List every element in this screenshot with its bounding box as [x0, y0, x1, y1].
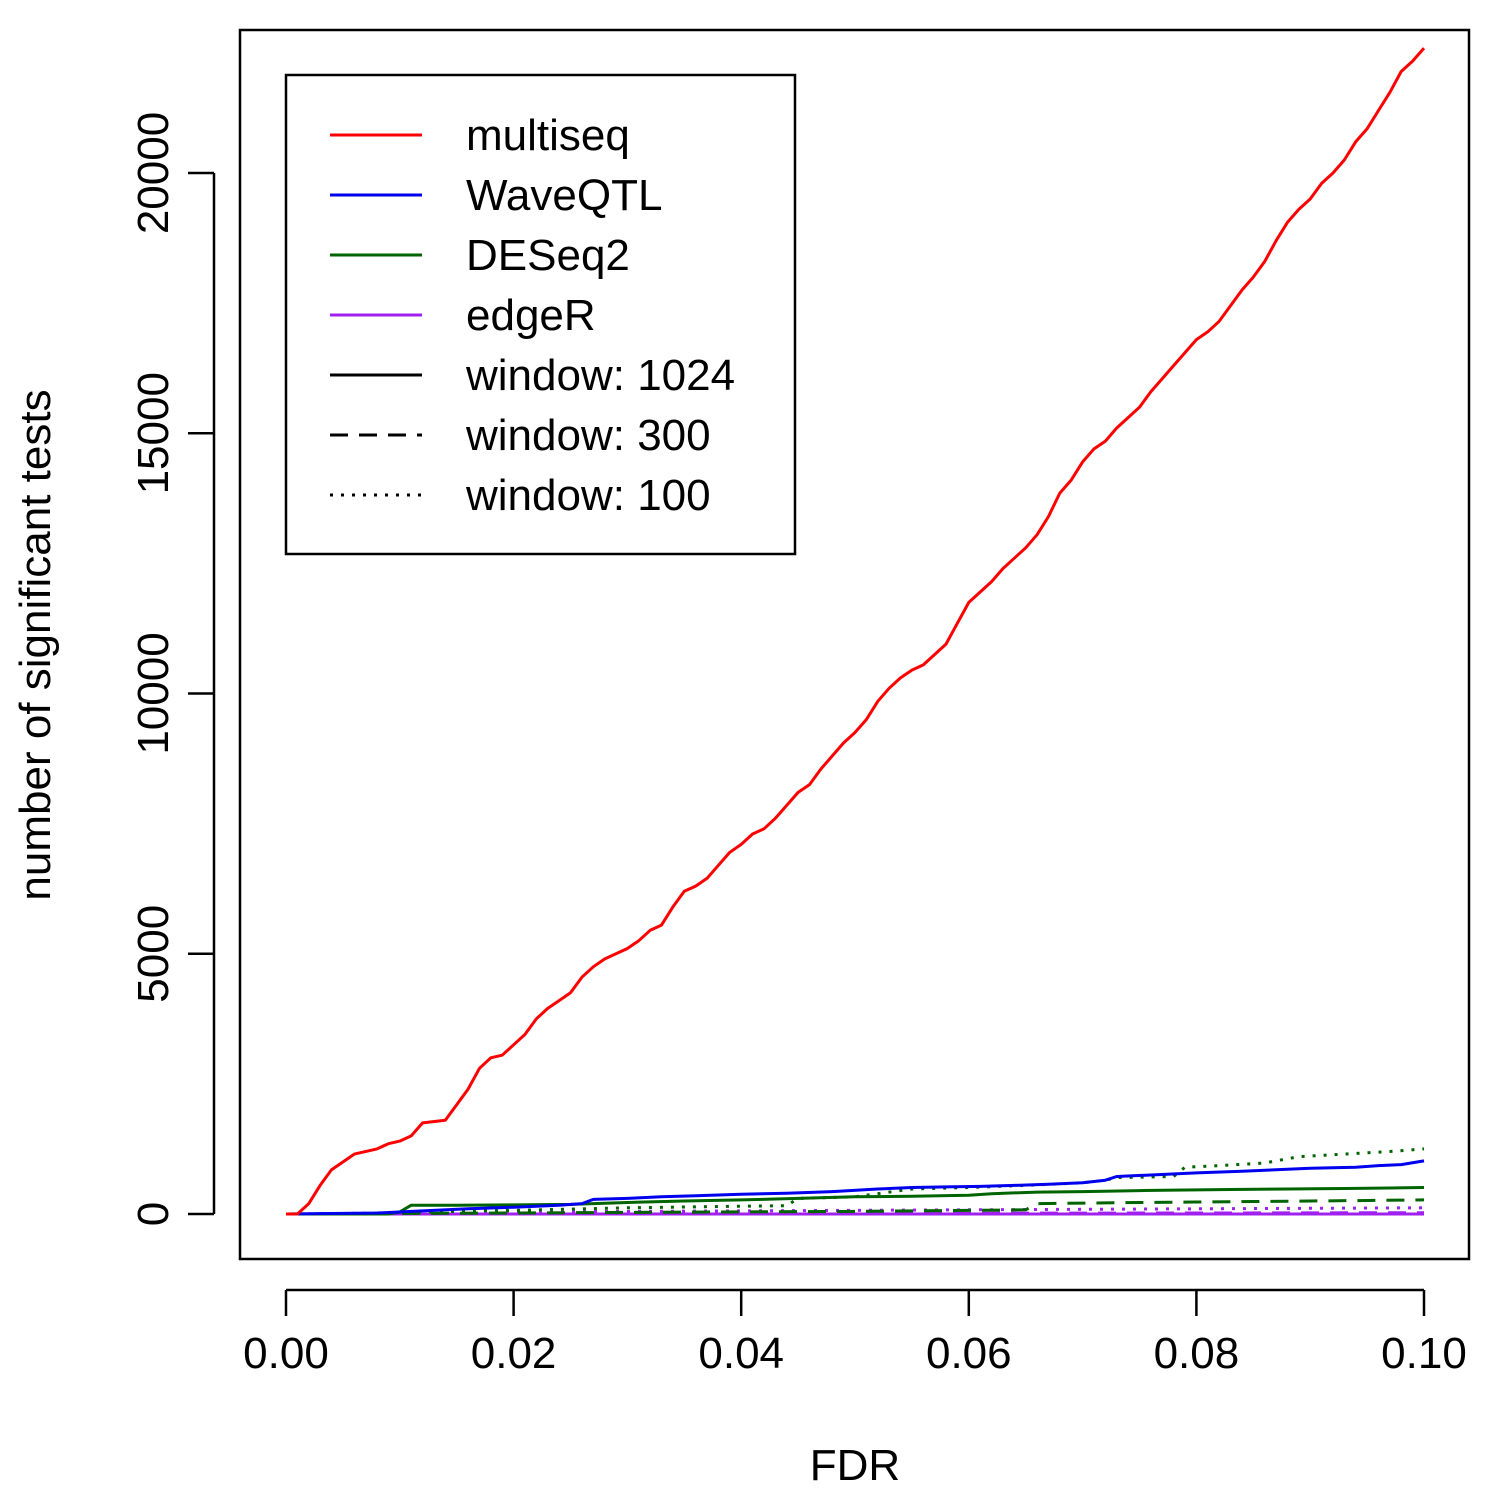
legend-item: window: 100	[330, 471, 711, 520]
y-axis: 0 5000 10000 15000 20000	[129, 112, 216, 1226]
legend-item: window: 1024	[330, 351, 735, 400]
legend-label: DESeq2	[466, 231, 630, 280]
legend: multiseq WaveQTL DESeq2 edgeR window: 1024 wi…	[284, 73, 797, 556]
legend-items: multiseq WaveQTL DESeq2 edgeR window: 1024 wi…	[330, 111, 735, 520]
series-line-deseq2-window-1024	[286, 1186, 1425, 1216]
x-axis-title: FDR	[810, 1441, 900, 1490]
plot-frame	[238, 28, 1471, 1261]
x-tick-label: 0.04	[698, 1329, 784, 1378]
y-axis-title: number of significant tests	[11, 389, 60, 900]
y-tick-label: 0	[129, 1202, 178, 1226]
x-axis: 0.00 0.02 0.04 0.06 0.08 0.10	[243, 1288, 1467, 1378]
legend-label: window: 1024	[465, 351, 735, 400]
series-line-waveqtl-window-1024	[285, 1159, 1425, 1216]
series-line-deseq2-window-300	[285, 1198, 1425, 1216]
series-layer	[285, 47, 1426, 1216]
legend-item: DESeq2	[330, 231, 630, 280]
legend-item: WaveQTL	[330, 171, 662, 220]
x-tick-label: 0.06	[926, 1329, 1012, 1378]
x-tick-label: 0.08	[1154, 1329, 1240, 1378]
y-tick-label: 15000	[129, 372, 178, 494]
legend-label: multiseq	[466, 111, 630, 160]
legend-item: multiseq	[330, 111, 630, 160]
x-tick-label: 0.00	[243, 1329, 329, 1378]
legend-label: edgeR	[466, 291, 596, 340]
x-tick-label: 0.02	[471, 1329, 557, 1378]
y-tick-label: 10000	[129, 632, 178, 754]
legend-item: edgeR	[330, 291, 596, 340]
series-line-multiseq-window-1024	[286, 47, 1426, 1216]
x-tick-label: 0.10	[1381, 1329, 1467, 1378]
y-tick-label: 5000	[129, 905, 178, 1003]
legend-item: window: 300	[330, 411, 711, 460]
legend-label: window: 300	[465, 411, 711, 460]
legend-label: window: 100	[465, 471, 711, 520]
y-tick-label: 20000	[129, 112, 178, 234]
legend-label: WaveQTL	[466, 171, 662, 220]
